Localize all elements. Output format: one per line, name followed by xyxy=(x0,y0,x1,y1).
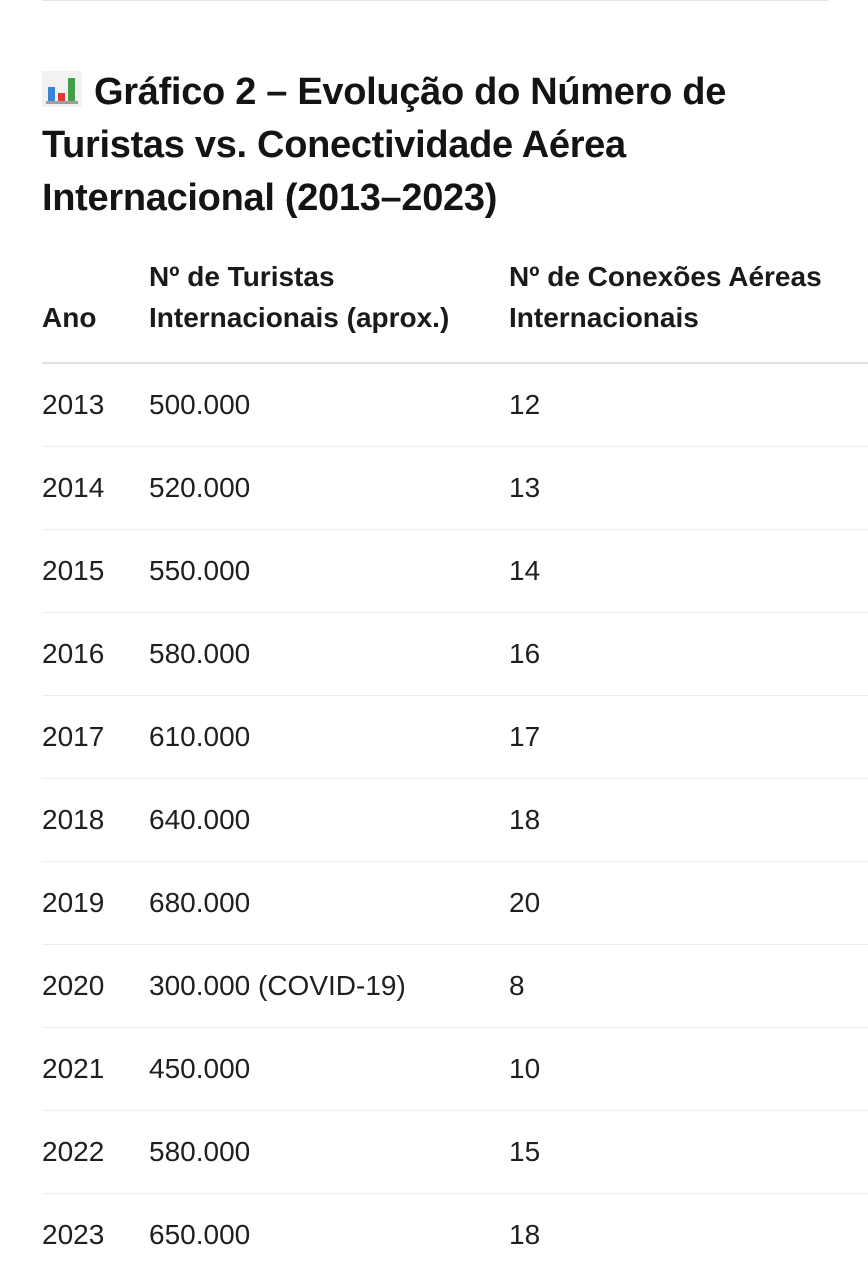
cell-year: 2015 xyxy=(42,529,149,613)
table-row: 2023 650.000 18 xyxy=(42,1194,868,1277)
cell-connections: 16 xyxy=(509,612,868,696)
cell-tourists: 580.000 xyxy=(149,1110,509,1194)
table-row: 2020 300.000 (COVID-19) 8 xyxy=(42,944,868,1028)
table-row: 2017 610.000 17 xyxy=(42,695,868,779)
cell-tourists: 450.000 xyxy=(149,1027,509,1111)
page-title-text: Gráfico 2 – Evolução do Número de Turist… xyxy=(42,71,727,219)
table-row: 2018 640.000 18 xyxy=(42,778,868,862)
table-row: 2022 580.000 15 xyxy=(42,1110,868,1194)
cell-connections: 14 xyxy=(509,529,868,613)
table-row: 2014 520.000 13 xyxy=(42,446,868,530)
cell-tourists: 520.000 xyxy=(149,446,509,530)
cell-tourists: 610.000 xyxy=(149,695,509,779)
header-year: Ano xyxy=(42,256,149,364)
cell-year: 2022 xyxy=(42,1110,149,1194)
cell-year: 2017 xyxy=(42,695,149,779)
icon-bar-red xyxy=(58,93,65,101)
cell-connections: 8 xyxy=(509,944,868,1028)
cell-year: 2016 xyxy=(42,612,149,696)
cell-year: 2023 xyxy=(42,1219,105,1250)
cell-tourists: 500.000 xyxy=(149,363,509,447)
table-row: 2016 580.000 16 xyxy=(42,612,868,696)
cell-tourists: 650.000 xyxy=(149,1219,251,1250)
table-row: 2019 680.000 20 xyxy=(42,861,868,945)
cell-connections: 20 xyxy=(509,861,868,945)
page-title: Gráfico 2 – Evolução do Número de Turist… xyxy=(42,66,842,225)
cell-tourists: 580.000 xyxy=(149,612,509,696)
table-header-row: Ano Nº de Turistas Internacionais (aprox… xyxy=(42,256,868,364)
table-row: 2021 450.000 10 xyxy=(42,1027,868,1111)
cell-tourists: 680.000 xyxy=(149,861,509,945)
header-tourists: Nº de Turistas Internacionais (aprox.) xyxy=(149,256,509,364)
cell-connections: 18 xyxy=(509,778,868,862)
cell-connections: 17 xyxy=(509,695,868,779)
icon-bar-green xyxy=(68,78,75,101)
cell-year: 2018 xyxy=(42,778,149,862)
table-row: 2015 550.000 14 xyxy=(42,529,868,613)
cell-tourists: 640.000 xyxy=(149,778,509,862)
tourism-table: Ano Nº de Turistas Internacionais (aprox… xyxy=(42,256,868,1276)
table-row: 2013 500.000 12 xyxy=(42,363,868,447)
cell-year: 2020 xyxy=(42,944,149,1028)
bar-chart-icon xyxy=(42,71,82,107)
cell-year: 2013 xyxy=(42,363,149,447)
cell-connections: 15 xyxy=(509,1110,868,1194)
cell-connections: 13 xyxy=(509,446,868,530)
top-divider xyxy=(42,0,828,1)
cell-connections: 12 xyxy=(509,363,868,447)
cell-connections: 18 xyxy=(509,1219,541,1250)
cell-year: 2019 xyxy=(42,861,149,945)
cell-tourists: 300.000 (COVID-19) xyxy=(149,944,509,1028)
icon-bar-blue xyxy=(48,87,55,101)
header-connections: Nº de Conexões Aéreas Internacionais xyxy=(509,256,868,364)
cell-year: 2021 xyxy=(42,1027,149,1111)
cell-connections: 10 xyxy=(509,1027,868,1111)
cell-year: 2014 xyxy=(42,446,149,530)
cell-tourists: 550.000 xyxy=(149,529,509,613)
